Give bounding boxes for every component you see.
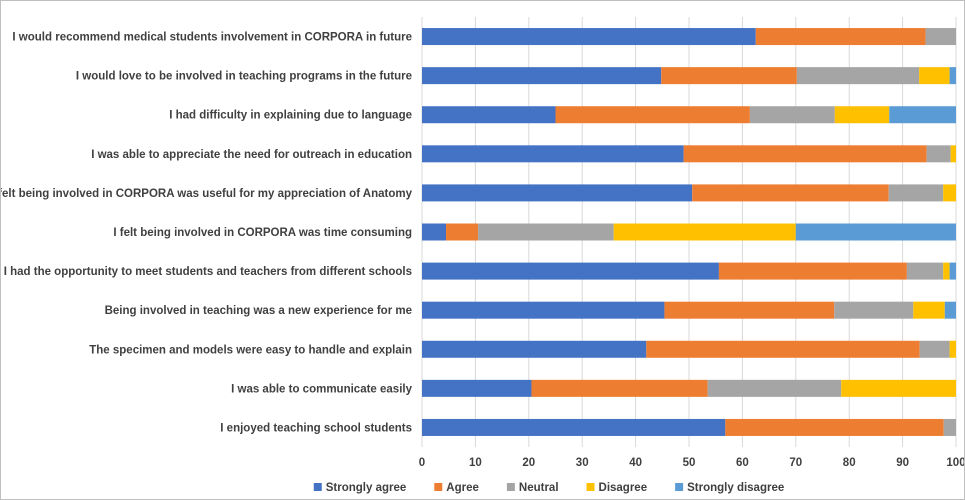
bar-segment xyxy=(422,67,662,85)
x-tick-label: 60 xyxy=(736,457,749,469)
bar-segment xyxy=(949,262,956,280)
legend-label: Strongly disagree xyxy=(687,482,784,494)
bar-segment xyxy=(919,67,950,85)
legend-swatch xyxy=(586,483,595,491)
bar-segment xyxy=(422,418,726,436)
legend-label: Disagree xyxy=(599,482,648,494)
bar-segment xyxy=(796,67,920,85)
category-label: Being involved in teaching was a new exp… xyxy=(105,305,412,317)
bar-segment xyxy=(422,184,693,202)
legend-swatch xyxy=(434,483,443,491)
bar-segment xyxy=(749,106,835,124)
legend-label: Agree xyxy=(446,482,479,494)
category-labels: I would recommend medical students invol… xyxy=(1,32,413,435)
bar-segment xyxy=(422,106,556,124)
x-tick-labels: 0 10 20 30 40 50 60 70 80 90 100 xyxy=(419,457,964,469)
bar-segment xyxy=(718,262,907,280)
category-label: I would love to be involved in teaching … xyxy=(76,71,412,83)
category-label: The specimen and models were easy to han… xyxy=(89,344,412,356)
category-label: I was able to appreciate the need for ou… xyxy=(91,149,412,161)
bar-segment xyxy=(555,106,750,124)
category-label: I felt being involved in CORPORA was tim… xyxy=(113,227,412,239)
bar-segment xyxy=(422,301,665,319)
bar-segment xyxy=(613,223,796,241)
category-label: I was able to communicate easily xyxy=(231,383,412,395)
legend-label: Neutral xyxy=(519,482,559,494)
bar-segment xyxy=(913,301,945,319)
bar-segment xyxy=(834,106,890,124)
bars xyxy=(422,28,956,436)
category-label: I would recommend medical students invol… xyxy=(12,32,412,44)
bar-segment xyxy=(446,223,479,241)
bar-segment xyxy=(950,145,956,163)
bar-segment xyxy=(422,28,756,46)
x-tick-label: 0 xyxy=(419,457,425,469)
legend-item: Agree xyxy=(434,482,479,494)
bar-segment xyxy=(664,301,835,319)
bar-segment xyxy=(943,262,950,280)
bar-segment xyxy=(888,184,944,202)
bar-segment xyxy=(841,379,956,397)
x-tick-label: 40 xyxy=(629,457,642,469)
category-label: I had difficulty in explaining due to la… xyxy=(169,110,412,122)
bar-segment xyxy=(661,67,797,85)
category-label: I had the opportunity to meet students a… xyxy=(4,266,412,278)
x-tick-label: 30 xyxy=(576,457,589,469)
bar-segment xyxy=(925,28,956,46)
bar-segment xyxy=(906,262,944,280)
legend-swatch xyxy=(506,483,515,491)
bar-segment xyxy=(478,223,614,241)
bar-segment xyxy=(531,379,708,397)
bar-segment xyxy=(943,418,956,436)
legend: Strongly agree Agree Neutral Disagree Strong… xyxy=(313,482,784,494)
bar-segment xyxy=(943,184,956,202)
bar-segment xyxy=(725,418,944,436)
bar-segment xyxy=(422,145,684,163)
bar-segment xyxy=(707,379,842,397)
legend-item: Strongly disagree xyxy=(675,482,784,494)
bar-segment xyxy=(422,340,647,358)
bar-segment xyxy=(926,145,951,163)
legend-item: Disagree xyxy=(586,482,648,494)
x-tick-label: 70 xyxy=(789,457,802,469)
x-tick-label: 50 xyxy=(683,457,696,469)
x-tick-label: 20 xyxy=(522,457,535,469)
category-label: I enjoyed teaching school students xyxy=(220,422,412,434)
bar-segment xyxy=(949,67,956,85)
legend-item: Strongly agree xyxy=(313,482,407,494)
x-tick-label: 100 xyxy=(946,457,964,469)
bar-segment xyxy=(692,184,889,202)
bar-segment xyxy=(949,340,956,358)
bar-segment xyxy=(834,301,914,319)
bar-segment xyxy=(944,301,956,319)
legend-swatch xyxy=(313,483,322,491)
bar-segment xyxy=(646,340,920,358)
x-tick-label: 90 xyxy=(896,457,909,469)
legend-swatch xyxy=(675,483,684,491)
bar-segment xyxy=(683,145,927,163)
x-tick-label: 80 xyxy=(843,457,856,469)
bar-segment xyxy=(422,262,719,280)
bar-segment xyxy=(795,223,956,241)
category-label: I felt being involved in CORPORA was use… xyxy=(1,188,413,200)
legend-item: Neutral xyxy=(506,482,559,494)
bar-segment xyxy=(889,106,956,124)
bar-segment xyxy=(422,379,532,397)
legend-label: Strongly agree xyxy=(326,482,407,494)
bar-segment xyxy=(755,28,926,46)
x-tick-label: 10 xyxy=(469,457,482,469)
bar-segment xyxy=(422,223,447,241)
bar-segment xyxy=(919,340,950,358)
